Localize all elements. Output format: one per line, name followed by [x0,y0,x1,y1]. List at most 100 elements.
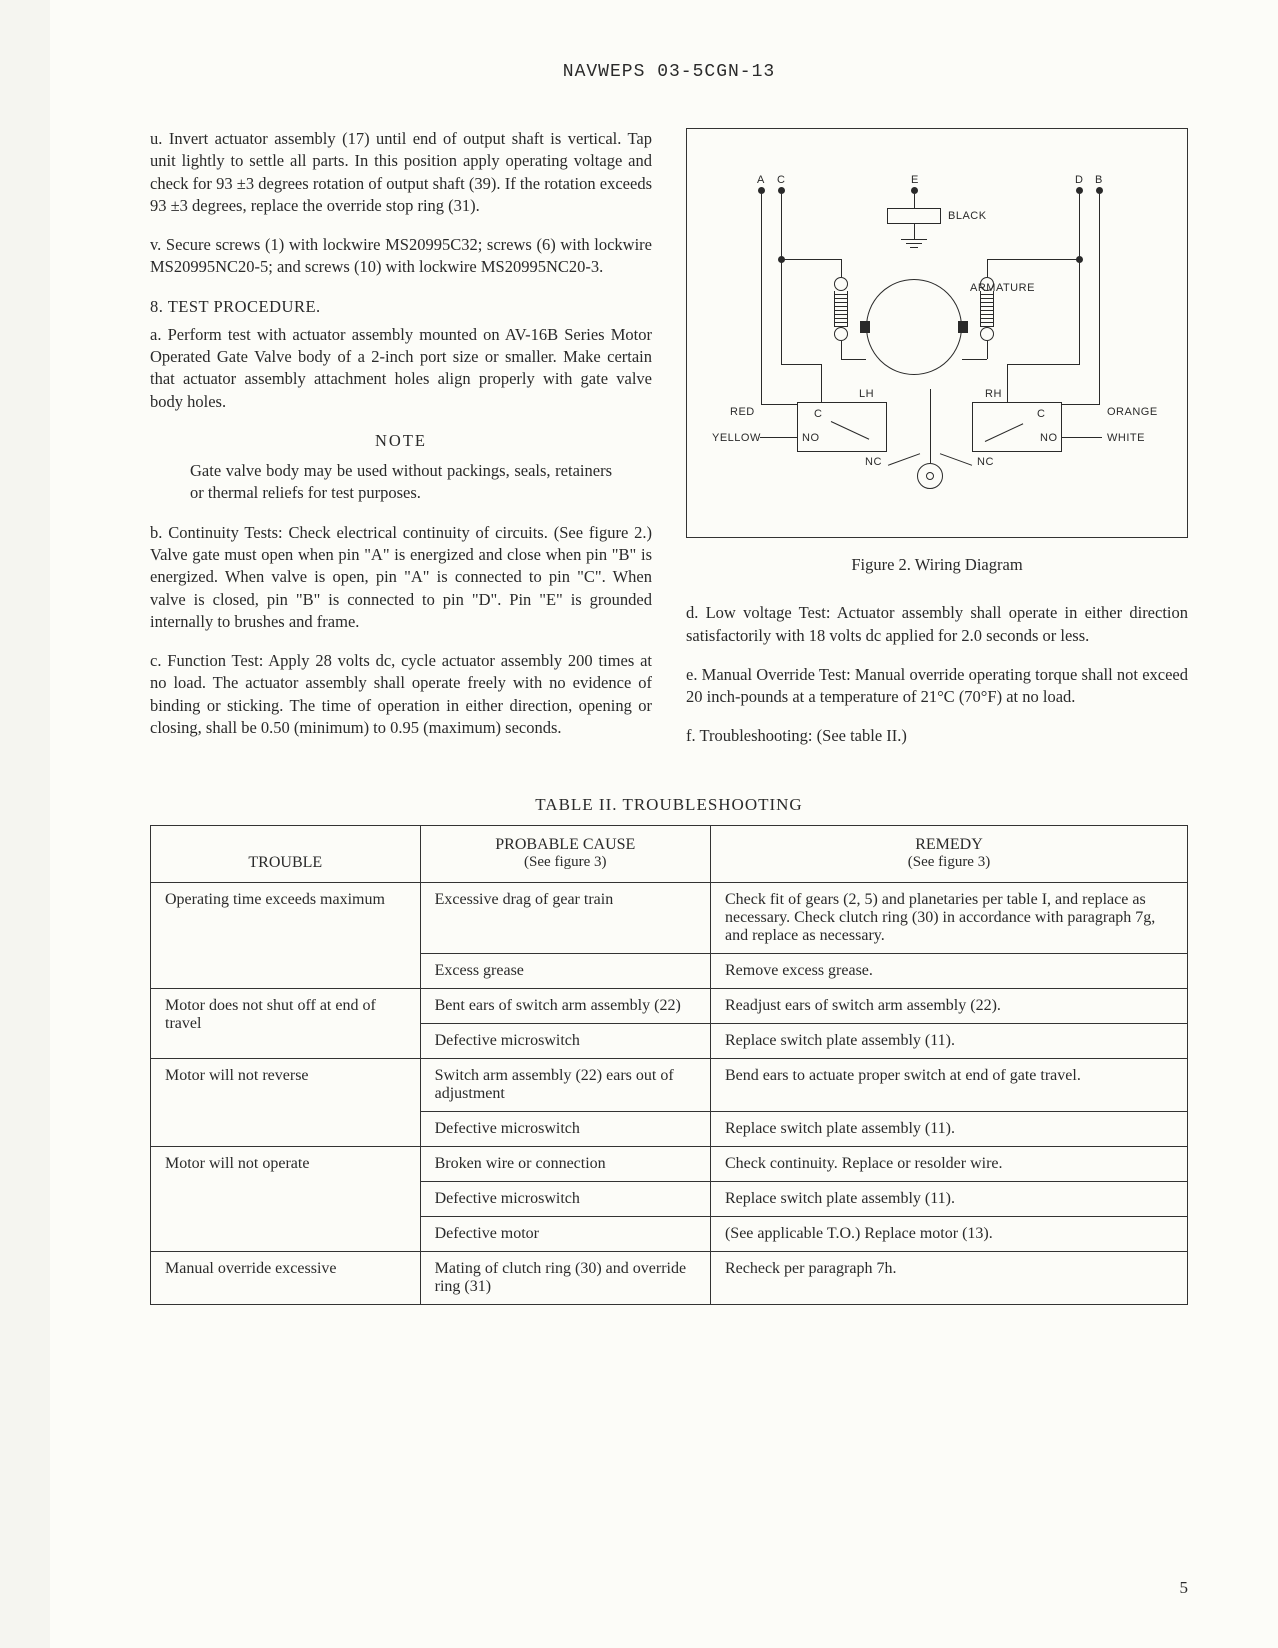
cell-trouble: Motor will not operate [151,1146,421,1251]
coil-cap [980,327,994,341]
cell-remedy: (See applicable T.O.) Replace motor (13)… [710,1216,1187,1251]
th-remedy: REMEDY (See figure 3) [710,825,1187,882]
brush [860,321,870,333]
table-row: Manual override excessiveMating of clutc… [151,1251,1188,1304]
th-remedy-sub: (See figure 3) [725,854,1173,871]
cell-trouble: Motor does not shut off at end of travel [151,988,421,1058]
para-v: v. Secure screws (1) with lockwire MS209… [150,234,652,279]
wiring-diagram: A C E D B BLACK [687,129,1187,537]
wire [781,259,841,260]
table-header-row: TROUBLE PROBABLE CAUSE (See figure 3) RE… [151,825,1188,882]
figure-2-box: A C E D B BLACK [686,128,1188,538]
coil-cap [834,327,848,341]
label-nc: NC [865,455,882,470]
wire [841,341,842,359]
troubleshooting-table: TROUBLE PROBABLE CAUSE (See figure 3) RE… [150,825,1188,1305]
pin-dot [911,187,918,194]
wire [1099,194,1100,404]
cell-cause: Broken wire or connection [420,1146,710,1181]
wire [987,259,1080,260]
cam-shaft [930,389,931,463]
cell-remedy: Check fit of gears (2, 5) and planetarie… [710,882,1187,953]
label-lh: LH [859,387,874,402]
label-c-sw: C [1037,407,1045,422]
label-nc: NC [977,455,994,470]
para-e: e. Manual Override Test: Manual override… [686,664,1188,709]
label-orange: ORANGE [1107,405,1158,420]
cell-remedy: Recheck per paragraph 7h. [710,1251,1187,1304]
armature-circle [866,279,962,375]
wire [781,194,782,364]
th-trouble-label: TROUBLE [248,854,322,871]
cell-remedy: Check continuity. Replace or resolder wi… [710,1146,1187,1181]
wire [761,404,797,405]
para-f: f. Troubleshooting: (See table II.) [686,725,1188,747]
note-body: Gate valve body may be used without pack… [190,460,612,505]
ground [901,239,927,240]
coil [980,291,994,327]
table-row: Motor will not reverseSwitch arm assembl… [151,1058,1188,1111]
wire [760,437,797,438]
cell-remedy: Replace switch plate assembly (11). [710,1111,1187,1146]
page: NAVWEPS 03-5CGN-13 u. Invert actuator as… [50,0,1278,1648]
pin-label-a: A [757,173,765,188]
label-armature: ARMATURE [970,281,1035,296]
para-d: d. Low voltage Test: Actuator assembly s… [686,602,1188,647]
wire [987,259,988,277]
label-c-sw: C [814,407,822,422]
th-trouble: TROUBLE [151,825,421,882]
junction-dot [778,256,785,263]
two-column-layout: u. Invert actuator assembly (17) until e… [150,128,1188,765]
th-cause-label: PROBABLE CAUSE [495,836,635,853]
pin-dot [1076,187,1083,194]
note-label: NOTE [150,430,652,452]
wire [1007,364,1080,365]
th-cause-sub: (See figure 3) [435,854,696,871]
para-c: c. Function Test: Apply 28 volts dc, cyc… [150,650,652,739]
cell-trouble: Operating time exceeds maximum [151,882,421,988]
wire [1062,404,1100,405]
cell-cause: Defective microswitch [420,1023,710,1058]
pin-label-c: C [777,173,785,188]
page-number: 5 [1180,1578,1189,1598]
pin-dot [758,187,765,194]
right-column: A C E D B BLACK [686,128,1188,765]
wire [1062,437,1102,438]
doc-header: NAVWEPS 03-5CGN-13 [150,62,1188,82]
cam-center [926,472,934,480]
cell-cause: Mating of clutch ring (30) and override … [420,1251,710,1304]
table-row: Motor does not shut off at end of travel… [151,988,1188,1023]
cell-cause: Switch arm assembly (22) ears out of adj… [420,1058,710,1111]
wire [821,364,822,402]
table-row: Operating time exceeds maximumExcessive … [151,882,1188,953]
label-yellow: YELLOW [712,431,761,446]
wire [841,259,842,277]
cell-cause: Defective microswitch [420,1181,710,1216]
para-a: a. Perform test with actuator assembly m… [150,324,652,413]
pin-label-e: E [911,173,919,188]
wire [1007,364,1008,402]
pin-label-b: B [1095,173,1103,188]
left-column: u. Invert actuator assembly (17) until e… [150,128,652,765]
th-cause: PROBABLE CAUSE (See figure 3) [420,825,710,882]
brush [958,321,968,333]
cell-remedy: Replace switch plate assembly (11). [710,1023,1187,1058]
label-no: NO [1040,431,1058,446]
wire [781,364,821,365]
pin-dot [1096,187,1103,194]
cell-remedy: Replace switch plate assembly (11). [710,1181,1187,1216]
cell-trouble: Manual override excessive [151,1251,421,1304]
table-row: Motor will not operateBroken wire or con… [151,1146,1188,1181]
ground [906,243,922,244]
coil-cap [834,277,848,291]
cell-trouble: Motor will not reverse [151,1058,421,1146]
cell-remedy: Remove excess grease. [710,953,1187,988]
wire [914,194,915,208]
pin-label-d: D [1075,173,1083,188]
wire [914,224,915,239]
cam-arm [888,453,920,466]
figure-2-caption: Figure 2. Wiring Diagram [686,554,1188,576]
wire [761,194,762,404]
th-remedy-label: REMEDY [915,836,983,853]
cell-cause: Defective motor [420,1216,710,1251]
